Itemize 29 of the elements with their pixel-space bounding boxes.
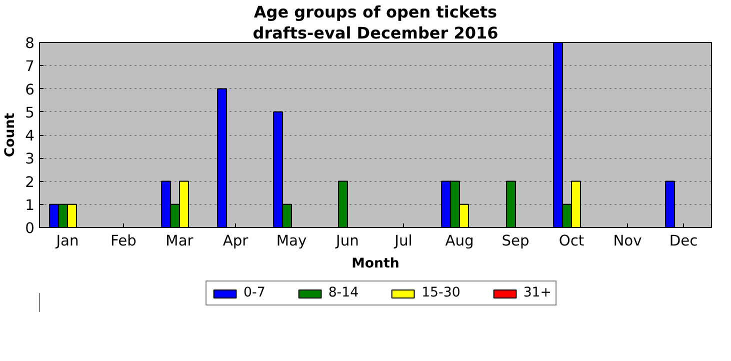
y-tick-label: 2 — [25, 174, 35, 191]
legend-label: 0-7 — [244, 286, 266, 300]
x-tick-label: Mar — [166, 232, 194, 250]
y-tick-label: 8 — [25, 35, 35, 52]
legend-label: 31+ — [523, 286, 552, 300]
y-axis-title: Count — [3, 112, 18, 158]
x-tick-label: Sep — [502, 232, 530, 250]
x-tick-label: Oct — [558, 232, 584, 250]
chart-subtitle: drafts-eval December 2016 — [252, 24, 498, 42]
x-tick-label: Jan — [55, 232, 79, 250]
legend-label: 15-30 — [422, 286, 460, 300]
y-tick-label: 3 — [25, 150, 35, 168]
chart-title: Age groups of open tickets — [254, 2, 498, 22]
y-tick-label: 7 — [25, 58, 35, 76]
x-tick-label: Aug — [445, 232, 474, 250]
x-tick-label: Apr — [222, 232, 250, 250]
x-tick-label: Jun — [335, 232, 359, 250]
y-tick-label: 1 — [25, 196, 35, 214]
y-tick-label: 6 — [25, 81, 35, 98]
y-tick-label: 4 — [25, 128, 35, 144]
x-tick-label: Jul — [394, 232, 412, 250]
x-tick-label: May — [276, 232, 307, 250]
x-axis-title: Month — [352, 256, 400, 272]
y-tick-label: 0 — [25, 220, 35, 237]
y-tick-label: 5 — [25, 104, 35, 122]
x-tick-label: Feb — [110, 232, 136, 250]
legend-label: 8-14 — [328, 286, 359, 300]
x-tick-label: Nov — [613, 232, 642, 250]
x-tick-label: Dec — [669, 232, 698, 250]
